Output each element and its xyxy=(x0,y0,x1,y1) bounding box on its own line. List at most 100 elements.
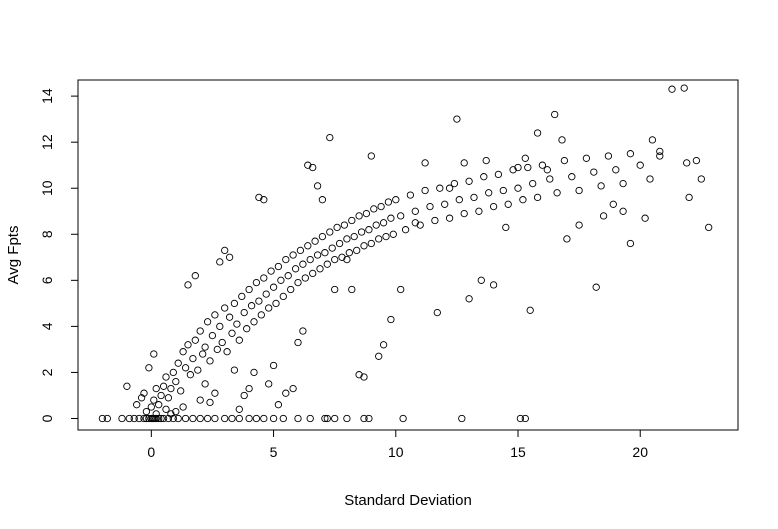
scatter-point xyxy=(216,258,224,266)
scatter-point xyxy=(206,398,214,407)
scatter-point xyxy=(475,207,483,215)
scatter-point xyxy=(245,414,253,423)
scatter-point xyxy=(169,368,177,377)
scatter-point xyxy=(397,285,405,294)
scatter-point xyxy=(377,202,385,211)
scatter-point xyxy=(172,377,180,386)
scatter-point xyxy=(397,212,405,220)
scatter-point xyxy=(533,193,542,202)
scatter-point xyxy=(331,255,339,264)
scatter-point xyxy=(225,253,234,261)
scatter-point xyxy=(228,414,236,423)
scatter-point xyxy=(343,414,351,423)
scatter-point xyxy=(384,198,393,206)
scatter-point xyxy=(152,384,160,393)
y-tick-label: 0 xyxy=(39,414,55,422)
scatter-point xyxy=(289,384,297,393)
scatter-point xyxy=(167,384,175,393)
scatter-point xyxy=(379,341,388,349)
scatter-point xyxy=(196,414,204,423)
scatter-point xyxy=(123,382,131,390)
scatter-point xyxy=(291,265,300,273)
scatter-point xyxy=(609,200,617,208)
scatter-point xyxy=(277,276,285,284)
scatter-point xyxy=(421,186,429,195)
scatter-point xyxy=(150,350,158,358)
scatter-point xyxy=(269,414,278,423)
scatter-point xyxy=(406,191,415,199)
scatter-point xyxy=(656,152,664,160)
scatter-point xyxy=(482,156,490,165)
scatter-point xyxy=(705,223,713,232)
y-tick-label: 8 xyxy=(39,230,55,238)
scatter-point xyxy=(372,221,380,229)
scatter-point xyxy=(348,285,356,294)
scatter-point xyxy=(184,341,192,349)
scatter-point xyxy=(321,414,329,423)
scatter-point xyxy=(575,221,583,229)
scatter-point xyxy=(196,327,204,335)
scatter-point xyxy=(318,232,327,241)
scatter-point xyxy=(460,209,468,218)
x-axis: 0 5 10 15 20 xyxy=(147,429,648,460)
scatter-point xyxy=(140,389,148,397)
scatter-point xyxy=(348,216,356,225)
scatter-point xyxy=(201,343,209,351)
scatter-point xyxy=(265,380,273,388)
scatter-point xyxy=(247,302,256,310)
scatter-point xyxy=(340,221,349,229)
scatter-point xyxy=(299,327,307,335)
scatter-point xyxy=(431,216,439,225)
scatter-point xyxy=(546,175,554,183)
scatter-point xyxy=(140,414,148,423)
scatter-point xyxy=(230,366,239,374)
scatter-point xyxy=(164,414,173,423)
scatter-point xyxy=(260,196,268,204)
scatter-point xyxy=(460,159,468,167)
scatter-point xyxy=(199,350,207,358)
scatter-point xyxy=(206,357,214,365)
y-tick-label: 14 xyxy=(39,88,55,104)
scatter-point xyxy=(245,384,253,393)
scatter-point xyxy=(306,414,314,423)
scatter-point xyxy=(162,405,170,413)
scatter-point xyxy=(250,318,258,326)
y-axis: 0 2 4 6 8 10 12 14 xyxy=(39,88,79,422)
scatter-point xyxy=(331,414,339,423)
scatter-point xyxy=(521,414,529,423)
y-tick-label: 4 xyxy=(39,322,55,330)
scatter-point xyxy=(167,410,175,418)
scatter-point xyxy=(228,329,236,337)
scatter-point xyxy=(514,184,522,192)
scatter-point xyxy=(436,184,444,192)
scatter-point xyxy=(626,150,635,158)
scatter-point xyxy=(208,331,217,340)
scatter-point xyxy=(619,207,627,215)
scatter-point xyxy=(309,163,317,172)
scatter-point xyxy=(465,177,473,185)
x-tick-label: 15 xyxy=(510,444,526,460)
scatter-point xyxy=(252,278,261,287)
scatter-point xyxy=(680,84,688,92)
scatter-point xyxy=(489,281,498,289)
scatter-point xyxy=(553,189,561,197)
scatter-point xyxy=(157,414,165,423)
scatter-point xyxy=(646,175,654,183)
scatter-point xyxy=(274,401,283,409)
scatter-point xyxy=(162,373,170,381)
scatter-point xyxy=(387,315,395,324)
scatter-point xyxy=(326,133,334,142)
scatter-point xyxy=(504,200,512,208)
scatter-point xyxy=(353,246,361,255)
scatter-point xyxy=(211,414,219,423)
scatter-point xyxy=(279,414,287,423)
scatter-point xyxy=(648,136,657,144)
scatter-point xyxy=(279,292,287,301)
scatter-point xyxy=(125,414,133,423)
scatter-point xyxy=(656,147,664,156)
scatter-point xyxy=(181,414,190,423)
scatter-point xyxy=(189,354,197,363)
scatter-point xyxy=(147,403,155,411)
scatter-point xyxy=(287,285,295,294)
scatter-point xyxy=(345,249,353,257)
